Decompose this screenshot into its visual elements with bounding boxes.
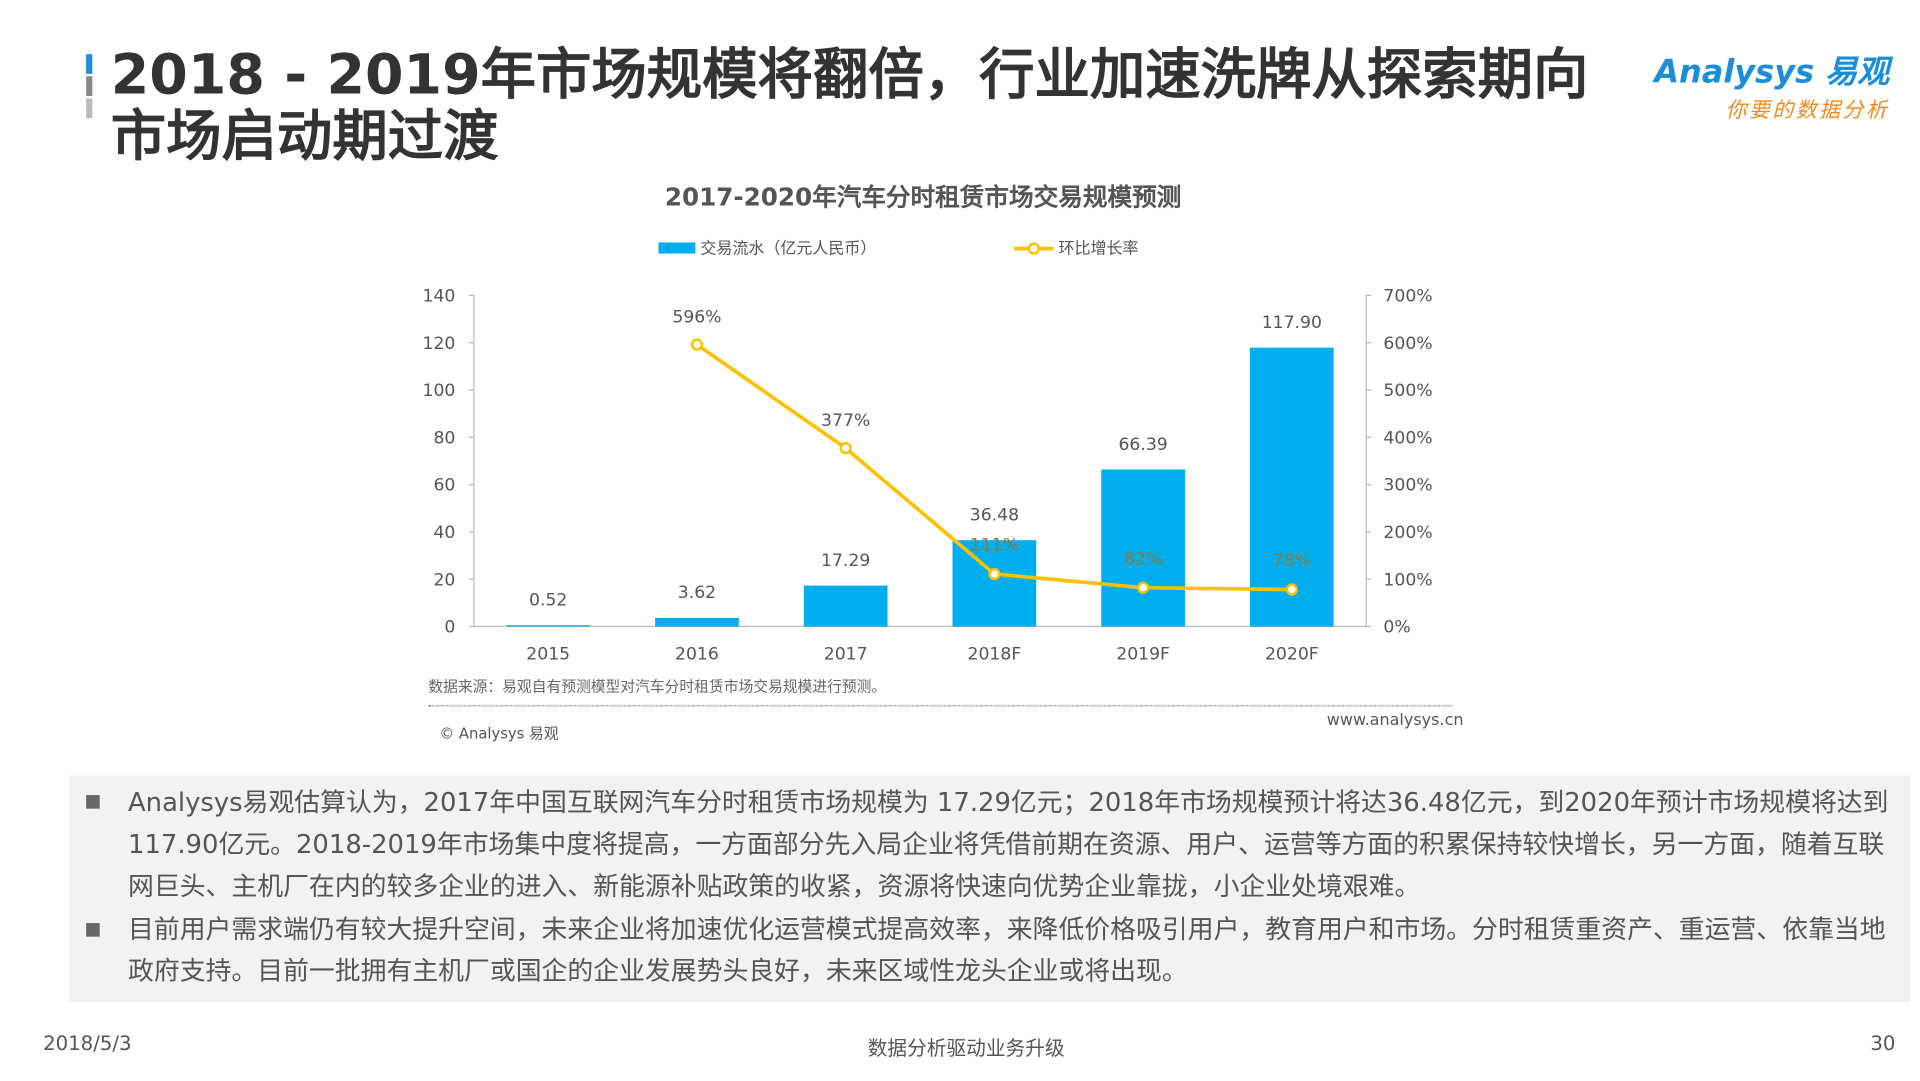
chart: 交易流水（亿元人民币） 环比增长率 0 20 40 60 80 100 120 140 0% 10… bbox=[423, 239, 1433, 665]
bar-2020F bbox=[1249, 347, 1334, 627]
website: www.analysys.cn bbox=[1326, 711, 1464, 730]
growth-point-2019F bbox=[1136, 581, 1150, 594]
y-tick-label-right: 400% bbox=[1383, 428, 1432, 448]
bullet-icon bbox=[86, 795, 100, 809]
legend-line-label: 环比增长率 bbox=[1058, 239, 1138, 258]
y-tick-label-right: 200% bbox=[1383, 523, 1432, 543]
growth-point-2020F bbox=[1285, 583, 1298, 596]
divider bbox=[428, 705, 1453, 707]
x-tick-label: 2018F bbox=[968, 645, 1022, 665]
y-tick-label-left: 40 bbox=[433, 523, 455, 543]
summary-paragraph: Analysys易观估算认为，2017年中国互联网汽车分时租赁市场规模为 17.… bbox=[128, 787, 1889, 901]
title-accent-bar bbox=[86, 54, 93, 74]
y-tick-label-right: 700% bbox=[1383, 287, 1432, 307]
x-tick-label: 2016 bbox=[675, 645, 719, 665]
slide-footer: 数据分析驱动业务升级 bbox=[867, 1036, 1065, 1060]
bar-data-label: 3.62 bbox=[678, 583, 716, 603]
growth-data-label: 596% bbox=[672, 307, 721, 327]
y-tick-label-left: 0 bbox=[444, 618, 455, 638]
legend-line-marker bbox=[1027, 242, 1041, 255]
title-accent-bar bbox=[86, 76, 93, 97]
legend: 交易流水（亿元人民币） 环比增长率 bbox=[658, 239, 1139, 258]
page-number: 30 bbox=[1870, 1031, 1896, 1055]
growth-data-label: 82% bbox=[1124, 549, 1162, 569]
data-source-note: 数据来源：易观自有预测模型对汽车分时租赁市场交易规模进行预测。 bbox=[428, 678, 887, 696]
y-tick-label-left: 20 bbox=[433, 570, 455, 590]
y-tick-label-right: 600% bbox=[1383, 334, 1432, 354]
x-tick-label: 2015 bbox=[526, 645, 570, 665]
bullet-icon bbox=[86, 923, 100, 937]
bar-data-label: 36.48 bbox=[970, 506, 1019, 526]
summary-paragraph: 目前用户需求端仍有较大提升空间，未来企业将加速优化运营模式提高效率，来降低价格吸… bbox=[128, 914, 1886, 986]
bar-data-label: 117.90 bbox=[1262, 313, 1322, 333]
growth-point-2017 bbox=[839, 442, 852, 455]
bar-2016 bbox=[655, 617, 739, 627]
bar-data-label: 0.52 bbox=[529, 591, 567, 611]
y-tick-label-right: 500% bbox=[1383, 381, 1432, 401]
title-accent-bar bbox=[86, 98, 93, 119]
y-tick-label-right: 0% bbox=[1383, 618, 1410, 638]
growth-point-2016 bbox=[690, 338, 704, 351]
bar-2015 bbox=[506, 625, 591, 627]
summary-box: Analysys易观估算认为，2017年中国互联网汽车分时租赁市场规模为 17.… bbox=[68, 775, 1911, 1002]
x-tick-label: 2017 bbox=[824, 645, 868, 665]
y-tick-label-left: 120 bbox=[423, 334, 456, 354]
bar-data-label: 17.29 bbox=[821, 551, 870, 571]
copyright: © Analysys 易观 bbox=[439, 724, 559, 743]
y-tick-label-left: 140 bbox=[423, 287, 456, 307]
growth-data-label: 111% bbox=[970, 536, 1019, 556]
logo-en: Analysys 易观 bbox=[1654, 54, 1890, 92]
x-tick-label: 2020F bbox=[1265, 645, 1319, 665]
slide-title: 2018 - 2019年市场规模将翻倍，行业加速洗牌从探索期向市场启动期过渡 bbox=[110, 41, 1589, 169]
growth-point-2018F bbox=[988, 567, 1001, 581]
y-tick-label-left: 100 bbox=[423, 381, 456, 401]
y-tick-label-right: 100% bbox=[1383, 570, 1432, 590]
growth-data-label: 78% bbox=[1273, 551, 1311, 571]
legend-bar-swatch bbox=[658, 242, 696, 254]
y-tick-label-left: 60 bbox=[433, 476, 455, 496]
x-tick-label: 2019F bbox=[1116, 645, 1170, 665]
logo-cn: 你要的数据分析 bbox=[1725, 98, 1890, 124]
y-tick-label-left: 80 bbox=[433, 428, 455, 448]
bar-data-label: 66.39 bbox=[1118, 435, 1167, 455]
analysys-logo: Analysys 易观 你要的数据分析 bbox=[1649, 47, 1889, 123]
slide-date: 2018/5/3 bbox=[43, 1031, 132, 1055]
bar-2018F bbox=[952, 540, 1037, 627]
legend-bar-label: 交易流水（亿元人民币） bbox=[700, 239, 876, 258]
chart-title: 2017-2020年汽车分时租赁市场交易规模预测 bbox=[664, 182, 1182, 212]
bar-2019F bbox=[1101, 469, 1185, 627]
growth-data-label: 377% bbox=[821, 411, 870, 431]
y-tick-label-right: 300% bbox=[1383, 476, 1432, 496]
bar-2017 bbox=[803, 585, 888, 627]
